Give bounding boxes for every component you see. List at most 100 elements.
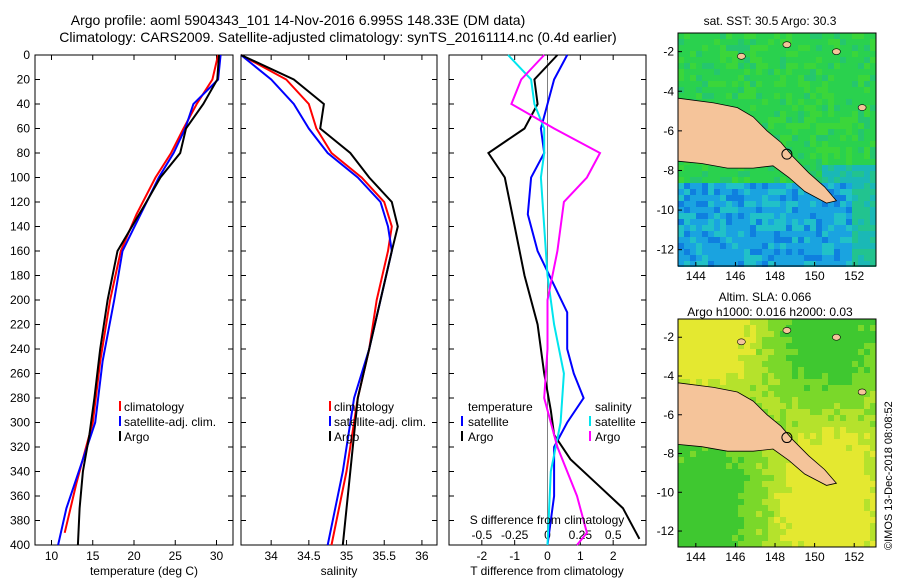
plot-frame [34, 54, 234, 546]
map-bottom-title2: Argo h1000: 0.016 h2000: 0.03 [687, 305, 853, 319]
top-x-tick-label: -0.25 [501, 528, 529, 542]
depth-tick-label: 200 [10, 293, 30, 307]
x-tick-label: 0 [544, 549, 551, 563]
legend-satellite-label: satellite-adj. clim. [124, 415, 216, 429]
map-x-tick-label: 152 [844, 269, 864, 283]
depth-tick-label: 320 [10, 440, 30, 454]
depth-tick-label: 360 [10, 489, 30, 503]
series-line-satellite-adj-clim- [240, 54, 393, 546]
depth-tick-label: 140 [10, 220, 30, 234]
map-x-tick-label: 148 [765, 550, 785, 564]
depth-tick-label: 220 [10, 318, 30, 332]
salinity-legend: climatology satellite-adj. clim. Argo [329, 400, 426, 444]
depth-tick-label: 260 [10, 367, 30, 381]
map-x-tick-label: 150 [805, 269, 825, 283]
island [832, 333, 841, 341]
map-y-tick-label: -4 [663, 369, 674, 383]
series-line-argo [76, 54, 220, 546]
depth-tick-label: 100 [10, 171, 30, 185]
map-y-tick-label: -6 [663, 408, 674, 422]
depth-tick-label: 280 [10, 391, 30, 405]
depth-tick-label: 340 [10, 465, 30, 479]
map-y-tick-label: -8 [663, 163, 674, 177]
x-tick-label: 35 [340, 549, 354, 563]
series-line-climatology [63, 54, 220, 534]
series-line-salinity-argo [510, 54, 602, 546]
depth-tick-label: 60 [17, 122, 31, 136]
map-y-tick-label: -2 [663, 45, 674, 59]
x-tick-label: 2 [610, 549, 617, 563]
figure-title-line2: Climatology: CARS2009. Satellite-adjuste… [59, 29, 616, 45]
map-x-tick-label: 146 [725, 269, 745, 283]
series-line-temperature-argo [487, 54, 641, 540]
temperature-panel: 10 15 20 25 30 [34, 54, 234, 563]
map-bottom-title1: Altim. SLA: 0.066 [719, 290, 812, 304]
salinity-xlabel: salinity [321, 564, 358, 578]
sst-map: -2 -4 -6 -8 -10 -12 144 146 148 150 152 [657, 32, 877, 283]
difference-panel: -2 -1 0 1 2-0.5 -0.25 0 0.25 0.5 [448, 54, 647, 563]
depth-axis: 0 20 40 60 80 100 120 140 160 180 200 220 240 260 280 3… [10, 48, 30, 552]
map-x-tick-label: 144 [686, 550, 706, 564]
depth-tick-label: 80 [17, 146, 31, 160]
sla-map: -2 -4 -6 -8 -10 -12 144 146 148 150 152 [657, 318, 877, 564]
map-x-tick-label: 144 [686, 269, 706, 283]
x-tick-label: -2 [476, 549, 487, 563]
series-line-climatology [240, 54, 393, 546]
difference-top-xlabel: S difference from climatology [470, 513, 625, 527]
map-y-tick-label: -12 [657, 243, 675, 257]
legend-argo-label: Argo [334, 430, 360, 444]
legend-temperature-heading: temperature [468, 400, 533, 414]
x-tick-label: 34 [264, 549, 278, 563]
legend-climatology-label: climatology [334, 400, 394, 414]
map-x-tick-label: 152 [844, 550, 864, 564]
island [857, 388, 867, 396]
depth-tick-label: 40 [17, 97, 31, 111]
map-x-tick-label: 146 [725, 550, 745, 564]
map-y-tick-label: -12 [657, 524, 675, 538]
figure-title-line1: Argo profile: aoml 5904343_101 14-Nov-20… [71, 12, 526, 28]
island [832, 48, 841, 55]
legend-s-satellite-label: satellite [595, 415, 636, 429]
legend-t-argo-label: Argo [468, 430, 494, 444]
legend-s-argo-label: Argo [595, 430, 621, 444]
credit-text: ©IMOS 13-Dec-2018 08:08:52 [883, 401, 895, 550]
legend-satellite-label: satellite-adj. clim. [334, 415, 426, 429]
difference-legend: temperature satellite Argo salinity sate… [461, 400, 636, 444]
series-line-satellite-adj-clim- [57, 54, 222, 546]
series-line-temperature-satellite [526, 54, 585, 546]
map-x-tick-label: 150 [805, 550, 825, 564]
legend-salinity-heading: salinity [595, 400, 632, 414]
top-x-tick-label: -0.5 [471, 528, 492, 542]
x-tick-label: 15 [86, 549, 100, 563]
depth-tick-label: 400 [10, 538, 30, 552]
x-tick-label: 35.5 [373, 549, 397, 563]
series-line-salinity-satellite [507, 54, 565, 546]
temperature-xlabel: temperature (deg C) [90, 564, 198, 578]
map-top-title: sat. SST: 30.5 Argo: 30.3 [704, 14, 837, 28]
temperature-legend: climatology satellite-adj. clim. Argo [119, 400, 216, 444]
x-tick-label: -1 [509, 549, 520, 563]
x-tick-label: 34.5 [297, 549, 321, 563]
map-y-tick-label: -4 [663, 84, 674, 98]
top-x-tick-label: 0.5 [605, 528, 622, 542]
land-mass [677, 382, 838, 486]
x-tick-label: 10 [45, 549, 59, 563]
map-frame [677, 318, 877, 548]
map-frame [677, 32, 877, 267]
argo-location-marker [781, 148, 793, 160]
legend-climatology-label: climatology [124, 400, 184, 414]
x-tick-label: 36 [415, 549, 429, 563]
island [737, 338, 746, 346]
depth-tick-label: 240 [10, 342, 30, 356]
map-y-tick-label: -10 [657, 203, 675, 217]
depth-tick-label: 0 [23, 48, 30, 62]
depth-tick-label: 120 [10, 195, 30, 209]
depth-tick-label: 180 [10, 269, 30, 283]
salinity-panel: 34 34.5 35 35.5 36 [240, 54, 438, 563]
island [737, 52, 746, 60]
x-tick-label: 25 [169, 549, 183, 563]
island [857, 104, 867, 111]
x-tick-label: 1 [577, 549, 584, 563]
map-y-tick-label: -2 [663, 330, 674, 344]
